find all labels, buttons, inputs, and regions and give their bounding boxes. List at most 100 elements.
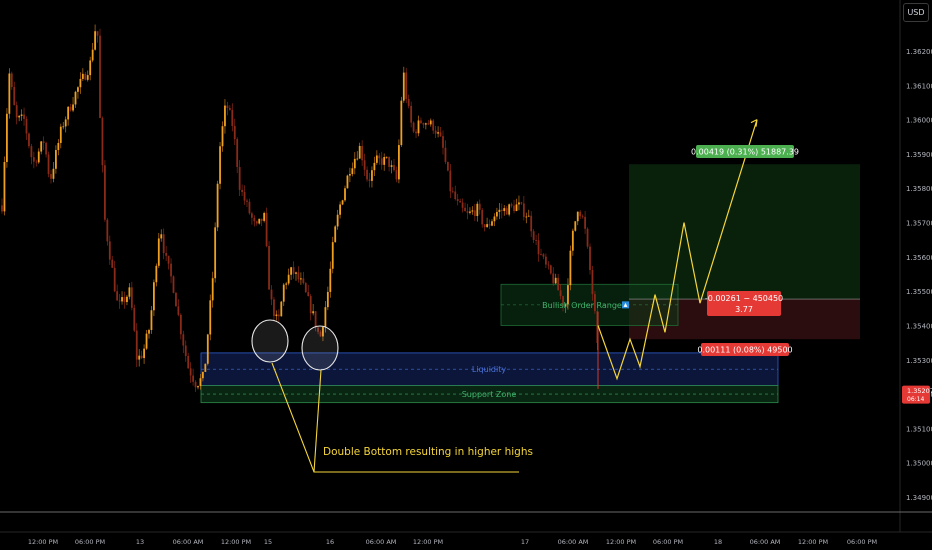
- last-price-value: 1.35207: [907, 387, 932, 395]
- candle-body: [8, 73, 11, 114]
- candle-body: [500, 209, 503, 212]
- candle-body: [20, 114, 23, 116]
- price-tick-label: 1.35000: [906, 460, 932, 468]
- candle-body: [179, 314, 182, 335]
- time-tick-label: 06:00 PM: [653, 538, 683, 546]
- candle-body: [449, 170, 452, 192]
- candle-body: [155, 265, 158, 283]
- candle-body: [400, 100, 403, 146]
- candle-body: [160, 234, 163, 239]
- candle-body: [334, 226, 337, 243]
- candle-body: [192, 375, 194, 382]
- candle-body: [177, 306, 180, 315]
- candle-body: [579, 211, 582, 217]
- candle-body: [238, 167, 241, 190]
- candle-body: [427, 123, 430, 125]
- candles-layer: [1, 24, 599, 392]
- candle-body: [202, 371, 204, 379]
- bar-countdown: 06:14: [907, 396, 924, 403]
- candle-body: [498, 209, 501, 212]
- candle-body: [576, 211, 579, 222]
- candle-body: [79, 78, 82, 88]
- candle-body: [89, 60, 92, 76]
- projected-path: [597, 119, 758, 381]
- candle-body: [206, 334, 209, 364]
- candle-body: [407, 98, 410, 106]
- support-zone-label: Support Zone: [462, 390, 517, 399]
- candle-body: [469, 211, 471, 213]
- currency-button[interactable]: USD: [903, 3, 929, 22]
- candle-body: [471, 210, 474, 212]
- candle-body: [224, 105, 226, 127]
- candle-body: [437, 132, 439, 134]
- candle-body: [15, 105, 18, 118]
- entry-label-line1: -0.00261 − 450450: [705, 294, 783, 303]
- price-tick-label: 1.35300: [906, 357, 932, 365]
- candle-body: [356, 158, 359, 160]
- candle-body: [380, 158, 383, 165]
- candle-body: [184, 345, 187, 356]
- candle-body: [390, 165, 393, 167]
- candle-body: [251, 213, 253, 218]
- candle-body: [508, 204, 511, 215]
- candle-body: [30, 146, 33, 158]
- candle-body: [473, 210, 476, 217]
- candle-body: [312, 311, 315, 314]
- candle-body: [503, 208, 506, 212]
- candle-body: [549, 265, 552, 274]
- price-axis[interactable]: 1.36200 1.36100 1.36000 1.35900 1.35800 1.357…: [902, 48, 932, 502]
- candle-body: [429, 120, 432, 125]
- candle-body: [130, 287, 133, 308]
- candle-body: [329, 268, 332, 292]
- candle-body: [300, 278, 302, 280]
- candle-body: [268, 245, 270, 290]
- candle-body: [574, 221, 577, 231]
- candle-body: [410, 105, 413, 123]
- candle-body: [292, 267, 295, 274]
- candle-body: [52, 168, 55, 179]
- candle-body: [525, 216, 528, 218]
- candle-body: [187, 355, 190, 369]
- price-tick-label: 1.35100: [906, 425, 932, 433]
- candle-body: [121, 297, 123, 302]
- candle-body: [126, 296, 128, 303]
- candle-body: [422, 123, 425, 125]
- candle-body: [552, 273, 555, 284]
- candle-body: [40, 141, 43, 152]
- candle-body: [297, 272, 300, 280]
- candle-body: [62, 126, 65, 128]
- candle-body: [584, 216, 586, 229]
- candle-body: [145, 333, 148, 349]
- time-tick-label: 06:00 PM: [847, 538, 877, 546]
- candle-body: [23, 114, 25, 119]
- candle-body: [162, 234, 165, 254]
- candle-body: [520, 202, 523, 204]
- candle-body: [466, 211, 469, 213]
- candle-body: [42, 141, 45, 143]
- candle-body: [194, 381, 197, 388]
- candle-body: [275, 314, 278, 317]
- candle-body: [317, 327, 319, 332]
- candle-body: [417, 120, 420, 134]
- candle-body: [226, 105, 229, 109]
- candle-body: [28, 133, 30, 147]
- candle-body: [341, 200, 344, 205]
- candle-body: [483, 224, 486, 228]
- double-bottom-circle-right: [301, 325, 339, 371]
- candle-body: [101, 117, 104, 166]
- callout-line: [313, 369, 322, 473]
- candle-body: [263, 212, 266, 221]
- candle-body: [302, 278, 305, 284]
- liquidity-label: Liquidity: [472, 365, 506, 374]
- candle-body: [586, 228, 589, 247]
- time-axis[interactable]: 12:00 PM 06:00 PM 13 06:00 AM 12:00 PM 15 16 06…: [28, 538, 877, 546]
- candle-body: [241, 189, 243, 193]
- candle-body: [581, 216, 584, 218]
- candle-body: [13, 86, 16, 106]
- candle-body: [378, 155, 381, 159]
- candle-body: [3, 162, 6, 212]
- candle-body: [104, 165, 106, 220]
- price-tick-label: 1.35700: [906, 220, 932, 228]
- candle-body: [476, 203, 479, 217]
